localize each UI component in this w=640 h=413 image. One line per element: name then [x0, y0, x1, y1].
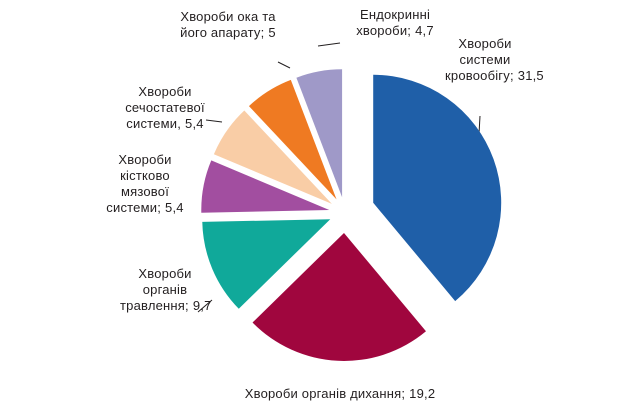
category: Хвороби сечостатевої системи,	[125, 84, 205, 131]
slice-label: Ендокринні хвороби; 4,7	[345, 7, 445, 39]
slice-label: Хвороби системи кровообігу; 31,5	[445, 36, 544, 84]
category: Хвороби ока та його апарату;	[180, 9, 276, 40]
category: Хвороби органів травлення;	[120, 266, 192, 313]
leader-line	[317, 42, 341, 47]
pie-slice	[252, 232, 426, 361]
leader-line	[277, 61, 291, 69]
slice-label: Хвороби ока та його апарату; 5	[178, 9, 278, 41]
pie-slice	[248, 79, 337, 200]
value-label: 5,4	[165, 200, 184, 215]
value-label: 5,4	[185, 116, 204, 131]
pie-slice	[213, 110, 332, 204]
category: Хвороби системи кровообігу;	[445, 36, 514, 83]
pie-slice	[373, 74, 502, 302]
pie-slice	[202, 219, 331, 309]
category: Ендокринні хвороби;	[356, 7, 431, 38]
value-label: 4,7	[415, 23, 434, 38]
value-label: 5	[268, 25, 276, 40]
value-label: 9,7	[192, 298, 212, 313]
slice-label: Хвороби органів дихання; 19,2	[220, 386, 460, 402]
slice-label: Хвороби сечостатевої системи, 5,4	[110, 84, 220, 132]
pie-slice	[201, 160, 330, 213]
slice-label: Хвороби органів травлення; 9,7	[120, 266, 212, 314]
value-label: 31,5	[517, 68, 544, 83]
leader-line	[197, 299, 213, 313]
value-label: 19,2	[409, 386, 436, 401]
category: Хвороби кістково мязової системи;	[106, 152, 172, 215]
category: Хвороби органів дихання;	[244, 386, 406, 401]
pie-slice	[296, 69, 343, 198]
leader-line	[205, 119, 223, 123]
slice-label: Хвороби кістково мязової системи; 5,4	[100, 152, 190, 216]
